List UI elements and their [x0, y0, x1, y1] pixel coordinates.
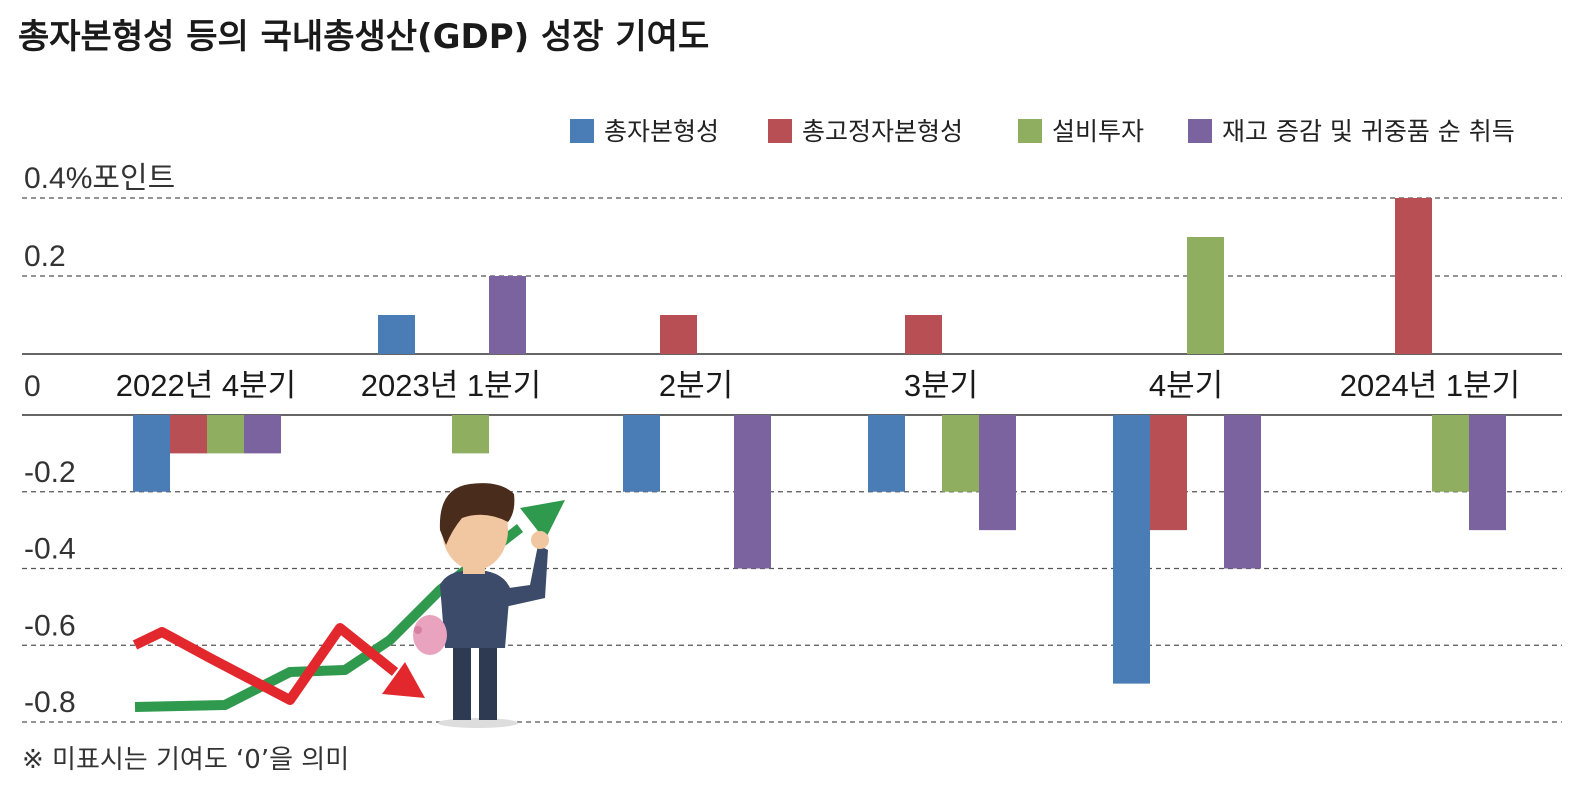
y-tick-label: -0.8: [24, 686, 76, 719]
bar: [868, 415, 905, 492]
bar: [1469, 415, 1506, 531]
x-category-label: 4분기: [1149, 368, 1223, 403]
bar: [1187, 237, 1224, 354]
bar: [378, 315, 415, 354]
x-axis-labels: 2022년 4분기 2023년 1분기 2분기 3분기 4분기 2024년 1분기: [116, 368, 1520, 403]
man-leg-right: [479, 640, 497, 720]
y-tick-label: -0.2: [24, 456, 76, 489]
bar: [452, 415, 489, 454]
bar: [133, 415, 170, 492]
bar: [1224, 415, 1261, 569]
bars: [133, 198, 1506, 684]
bar: [244, 415, 281, 454]
x-category-label: 2023년 1분기: [361, 368, 541, 403]
piggy-snout: [414, 626, 422, 634]
bar: [207, 415, 244, 454]
x-category-label: 3분기: [904, 368, 978, 403]
grid-lines: [22, 197, 1562, 723]
chart-title: 총자본형성 등의 국내총생산(GDP) 성장 기여도: [18, 17, 709, 57]
man-hand: [531, 531, 549, 549]
bar: [1395, 198, 1432, 354]
bar: [1432, 415, 1469, 492]
businessman-illustration: [132, 483, 565, 728]
piggy-bank-icon: [413, 615, 447, 655]
bar: [905, 315, 942, 354]
bar: [660, 315, 697, 354]
y-tick-label: 0: [24, 370, 41, 403]
red-decline-arrow: [132, 623, 399, 705]
man-shadow: [438, 718, 518, 728]
bar: [1113, 415, 1150, 684]
y-axis-ticks: 0.4%포인트 0.2 0 -0.2 -0.4 -0.6 -0.8: [24, 162, 175, 719]
bar: [979, 415, 1016, 531]
red-arrow-head: [382, 662, 425, 698]
man-hair: [439, 483, 515, 545]
y-tick-label: -0.6: [24, 609, 76, 642]
legend-swatch: [768, 119, 792, 143]
x-category-label: 2024년 1분기: [1340, 368, 1520, 403]
man-leg-left: [453, 640, 471, 720]
y-tick-label: 0.4%포인트: [24, 162, 175, 195]
legend-label: 총고정자본형성: [802, 117, 963, 146]
bar: [942, 415, 979, 492]
y-tick-label: -0.4: [24, 533, 76, 566]
bar: [623, 415, 660, 492]
legend-label: 총자본형성: [604, 117, 719, 146]
legend-label: 재고 증감 및 귀중품 순 취득: [1222, 117, 1515, 146]
legend-label: 설비투자: [1052, 117, 1144, 146]
bar: [170, 415, 207, 454]
legend-swatch: [1018, 119, 1042, 143]
man-body: [440, 570, 510, 648]
bar: [734, 415, 771, 569]
x-category-label: 2022년 4분기: [116, 368, 296, 403]
legend-swatch: [1188, 119, 1212, 143]
y-tick-label: 0.2: [24, 240, 66, 273]
man-arm: [495, 545, 548, 608]
green-growth-arrow: [134, 524, 524, 712]
legend-swatch: [570, 119, 594, 143]
x-category-label: 2분기: [659, 368, 733, 403]
legend: 총자본형성 총고정자본형성 설비투자 재고 증감 및 귀중품 순 취득: [570, 117, 1515, 146]
bar: [1150, 415, 1187, 531]
footnote: ※ 미표시는 기여도 ‘0’을 의미: [22, 745, 349, 775]
green-arrow-head: [520, 500, 565, 540]
bar: [489, 276, 526, 354]
